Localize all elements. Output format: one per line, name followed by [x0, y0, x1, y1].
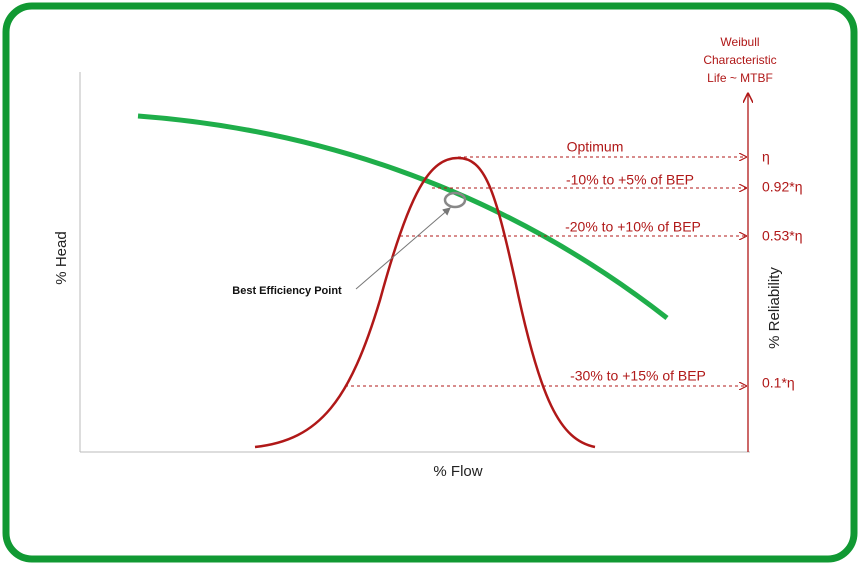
y2-axis-label: % Reliability	[766, 267, 783, 349]
bep-arrow	[355, 207, 451, 290]
level-range: -30% to +15% of BEP	[570, 368, 706, 384]
bep-marker	[443, 191, 467, 209]
level-reliability: 0.53*η	[762, 228, 802, 244]
bep-label: Best Efficiency Point	[232, 285, 342, 297]
y2-title: Weibull	[720, 35, 759, 49]
x-axis-label: % Flow	[433, 463, 482, 480]
level-range: Optimum	[567, 139, 624, 155]
reliability-curve	[254, 156, 596, 449]
y-axis-label: % Head	[53, 231, 70, 284]
level-reliability: η	[762, 149, 770, 165]
level-range: -20% to +10% of BEP	[565, 219, 701, 235]
level-reliability: 0.1*η	[762, 375, 795, 391]
y2-title: Life ~ MTBF	[707, 71, 773, 85]
level-range: -10% to +5% of BEP	[566, 172, 694, 188]
head-curve	[137, 113, 669, 320]
y2-title: Characteristic	[703, 53, 776, 67]
level-reliability: 0.92*η	[762, 179, 802, 195]
